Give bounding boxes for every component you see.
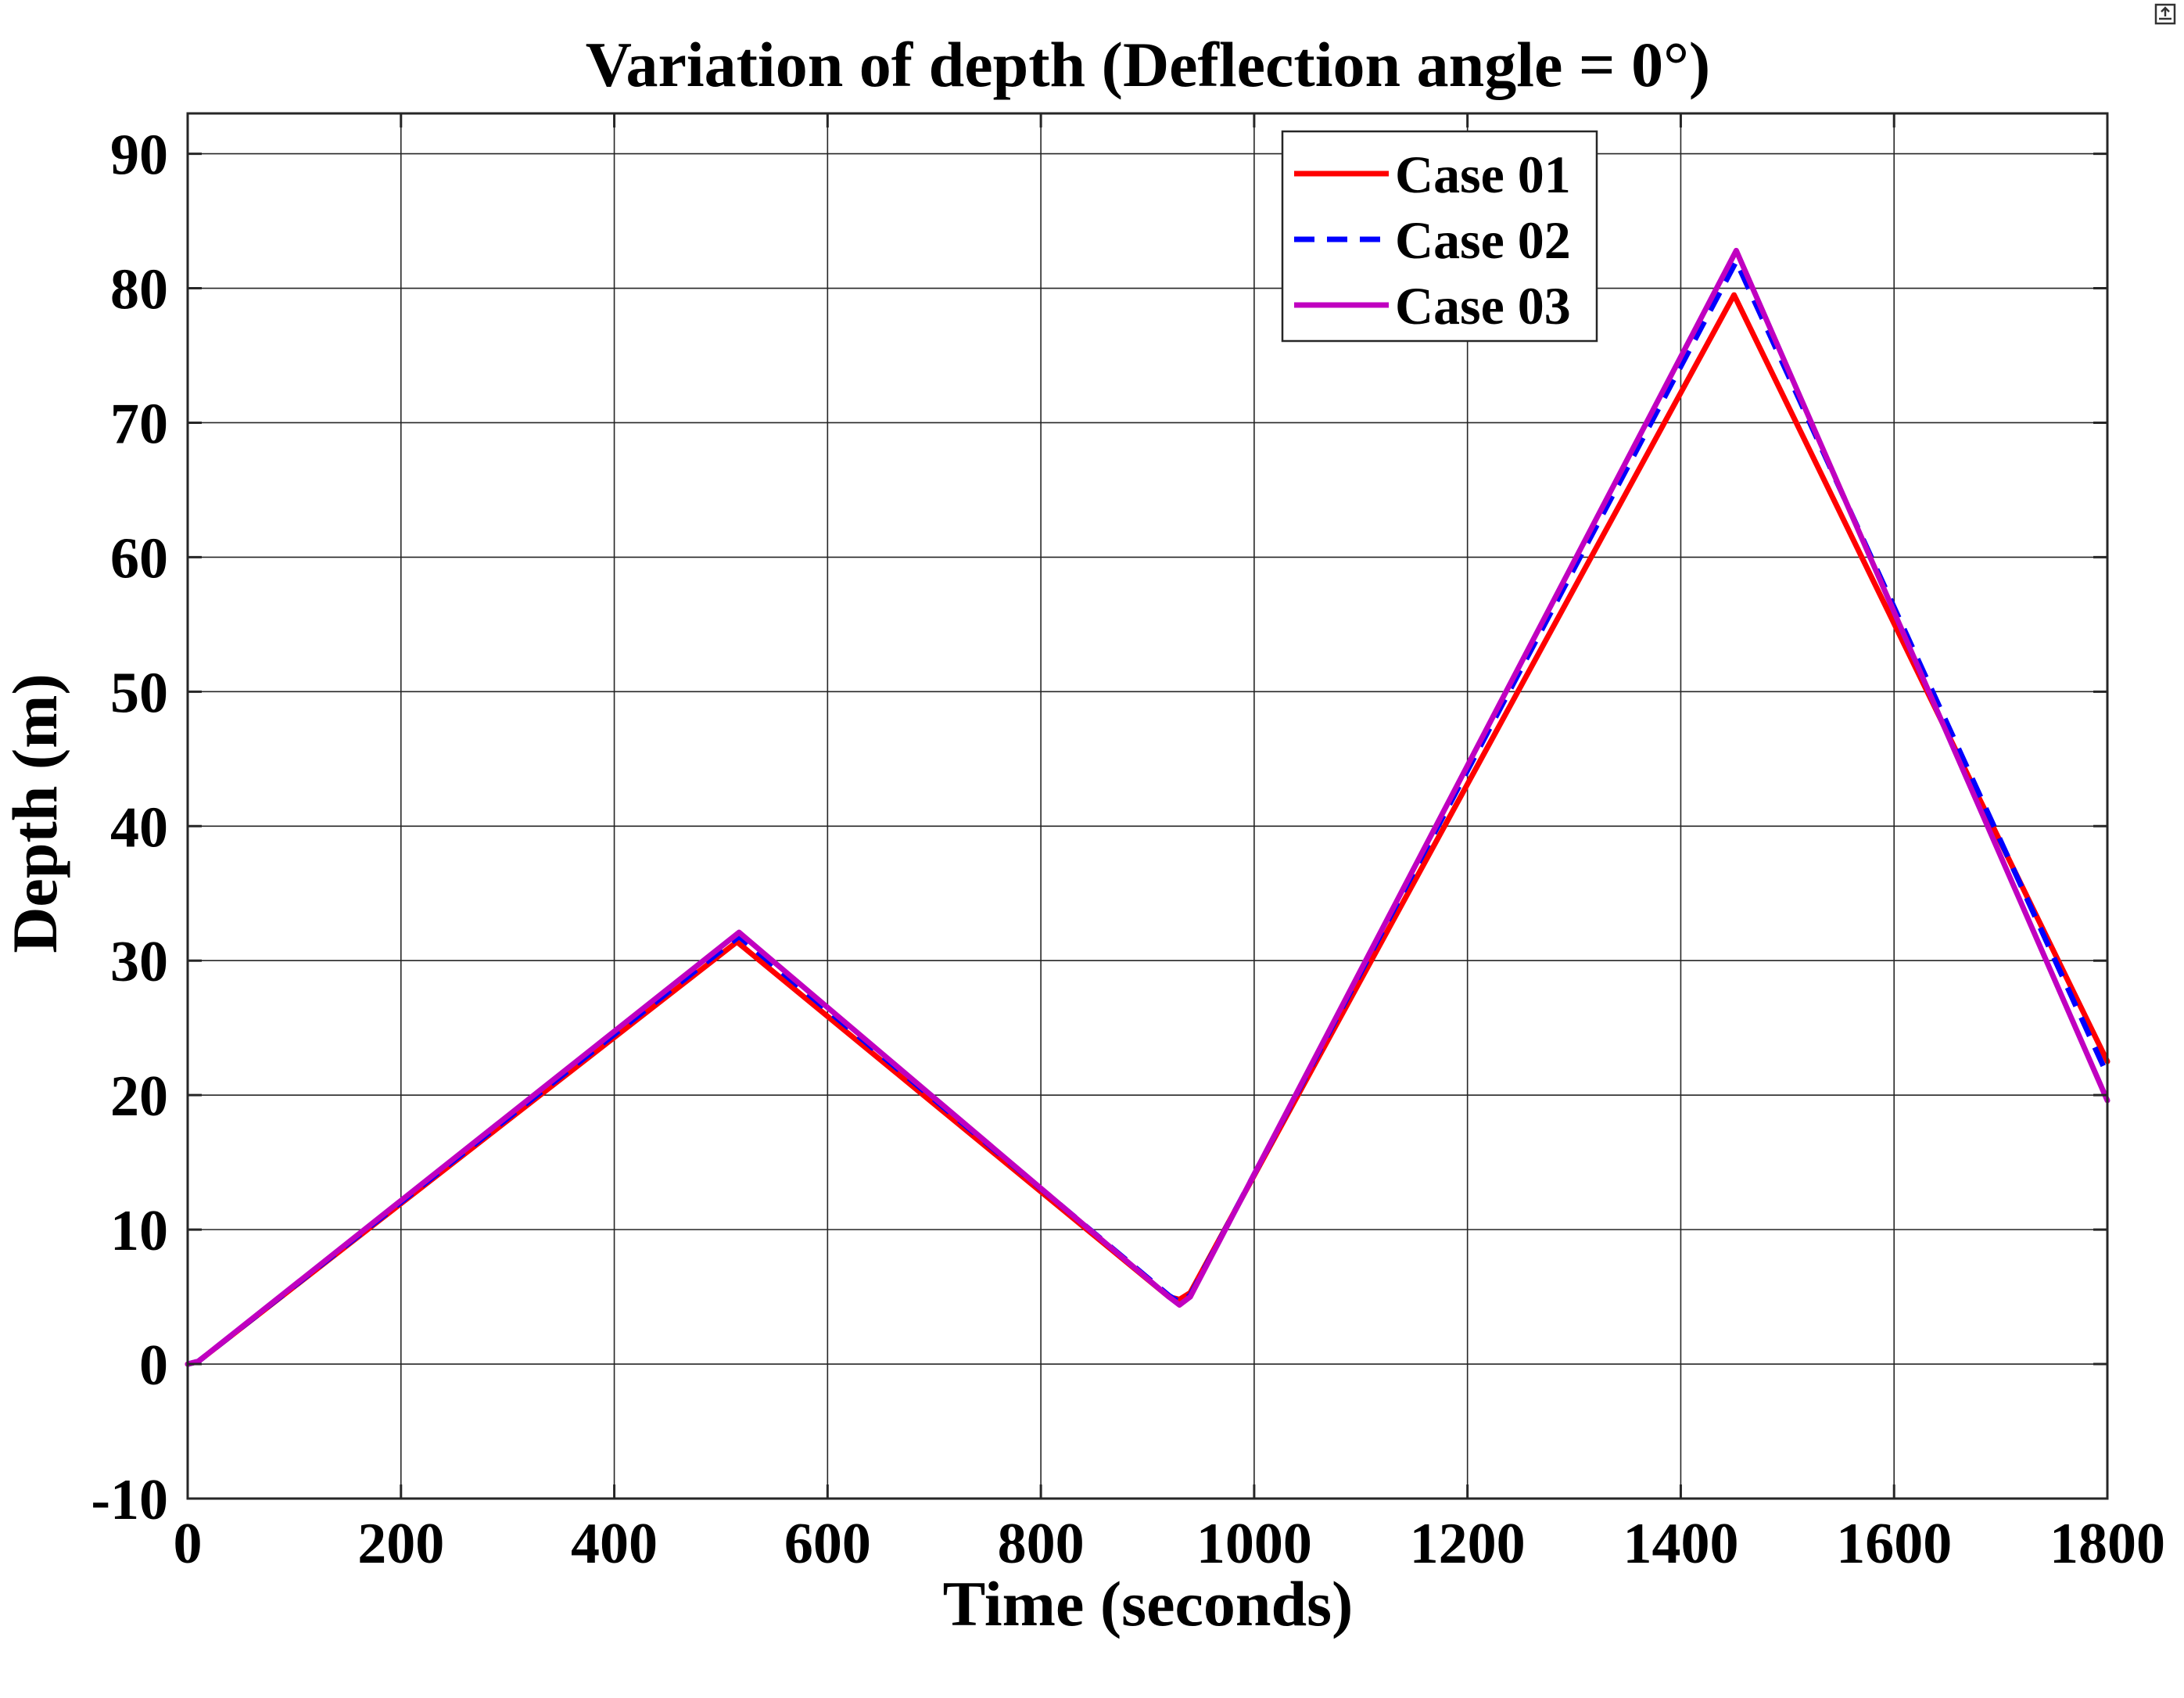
y-tick-label: 60: [110, 526, 168, 591]
y-tick-label: 50: [110, 661, 168, 725]
legend-label-2: Case 02: [1395, 210, 1571, 270]
x-tick-label: 200: [357, 1512, 444, 1576]
x-tick-label: 1200: [1410, 1512, 1526, 1576]
x-tick-label: 0: [174, 1512, 203, 1576]
expand-icon[interactable]: [2154, 3, 2176, 25]
y-tick-label: 10: [110, 1199, 168, 1263]
y-tick-label: 0: [139, 1334, 168, 1398]
axes-box: [186, 112, 2109, 1500]
x-axis: 0 200 400 600 800 1000 1200 1400 1600 1800: [174, 113, 2165, 1576]
y-axis-label: Depth (m): [0, 673, 70, 953]
x-tick-label: 1400: [1623, 1512, 1738, 1576]
x-tick-label: 1800: [2050, 1512, 2165, 1576]
x-axis-label: Time (seconds): [943, 1568, 1354, 1639]
y-tick-label: 30: [110, 930, 168, 994]
x-tick-label: 600: [784, 1512, 871, 1576]
x-tick-label: 1600: [1836, 1512, 1952, 1576]
chart-title: Variation of depth (Deflection angle = 0…: [586, 29, 1710, 100]
y-tick-label: 90: [110, 124, 168, 188]
y-tick-label: 20: [110, 1064, 168, 1129]
x-tick-label: 800: [998, 1512, 1085, 1576]
series-layer: [185, 247, 2110, 1367]
y-tick-label: -10: [91, 1468, 168, 1532]
x-tick-label: 400: [571, 1512, 658, 1576]
y-axis: -10 0 10 20 30 40 50 60 70 80 90: [91, 124, 2107, 1532]
y-tick-label: 70: [110, 392, 168, 456]
plot-area: [188, 113, 2107, 1499]
y-tick-label: 80: [110, 258, 168, 322]
y-tick-label: 40: [110, 795, 168, 860]
series-line-case-03: [185, 247, 2110, 1367]
legend-label-1: Case 01: [1395, 145, 1571, 204]
x-tick-label: 1000: [1196, 1512, 1312, 1576]
legend-label-3: Case 03: [1395, 276, 1571, 336]
